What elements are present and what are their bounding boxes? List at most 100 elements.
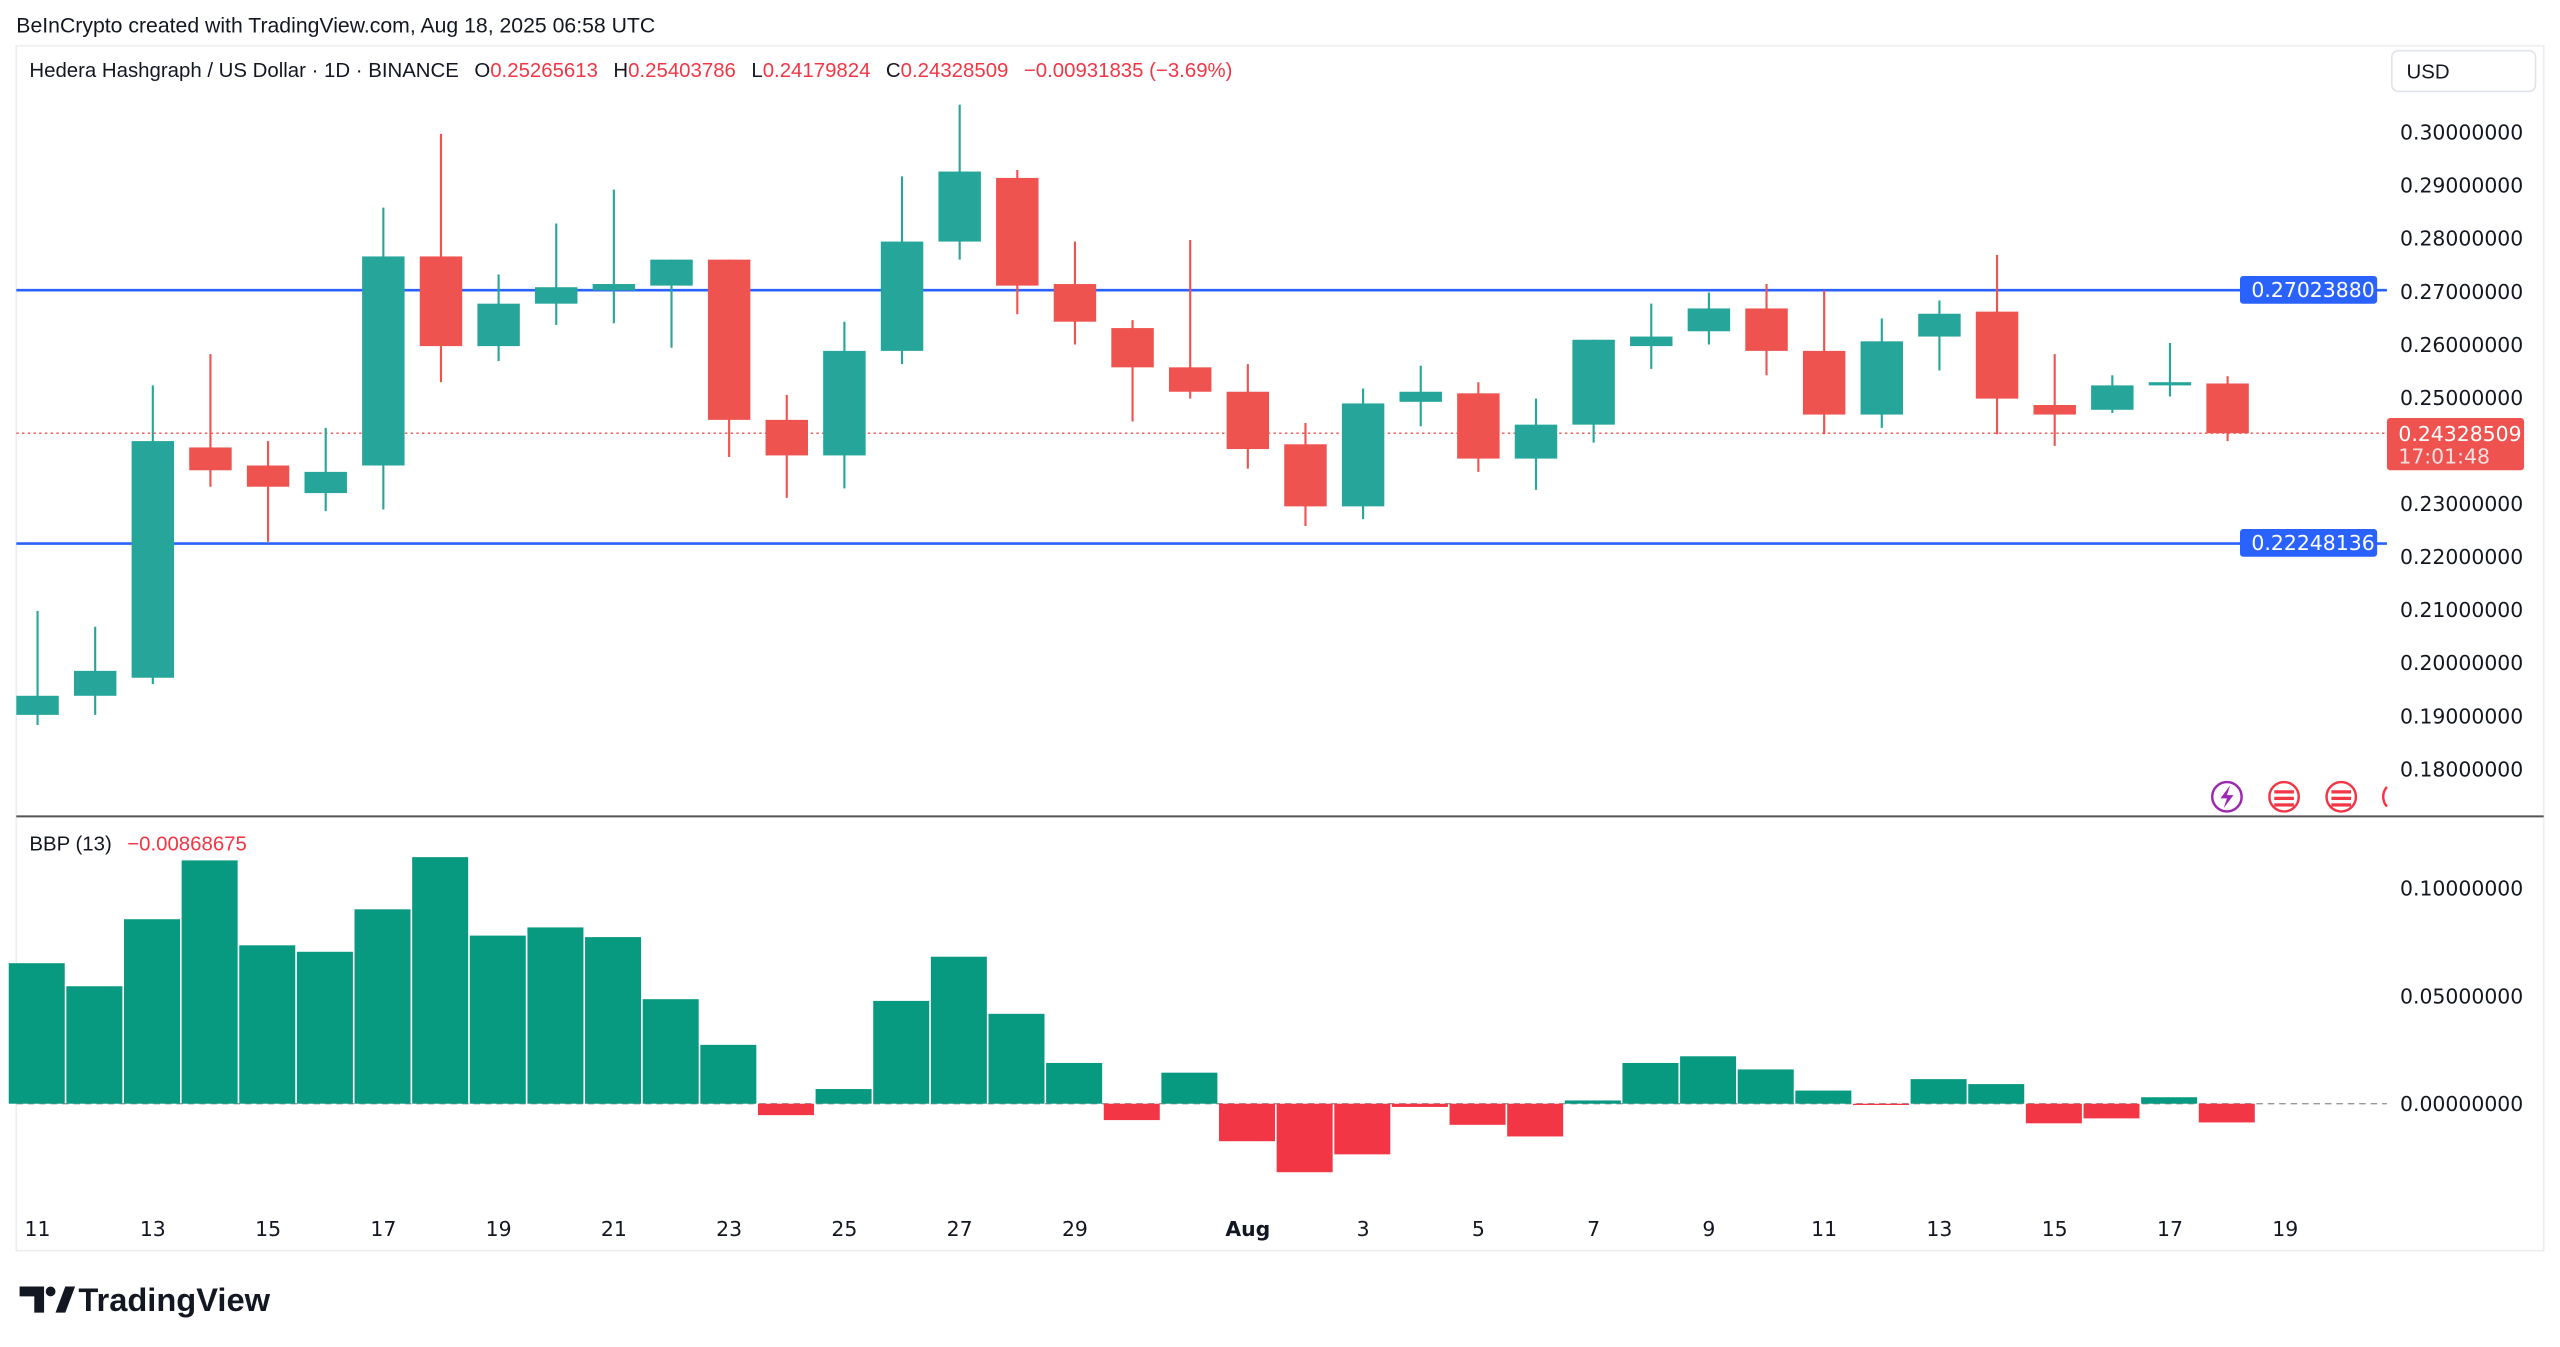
- candle[interactable]: [2091, 375, 2134, 413]
- bbp-bar[interactable]: [2025, 1103, 2082, 1124]
- candle-body: [1687, 308, 1731, 332]
- bbp-bar[interactable]: [412, 857, 469, 1104]
- candle[interactable]: [1457, 382, 1500, 472]
- candle[interactable]: [16, 610, 59, 725]
- us-flag-event-icon[interactable]: [2325, 780, 2358, 813]
- candle[interactable]: [1341, 388, 1385, 520]
- candle[interactable]: [938, 104, 981, 260]
- time-axis[interactable]: 11 13 15 17 19 21 23 25 27 29 Aug 3 5 7 9 11 13 15 17 19: [25, 1217, 2299, 1241]
- us-flag-event-icon[interactable]: [2268, 780, 2300, 813]
- candle[interactable]: [1284, 423, 1327, 526]
- bbp-bar[interactable]: [1391, 1103, 1448, 1107]
- open-value: 0.25265613: [490, 60, 598, 82]
- candle[interactable]: [131, 385, 175, 685]
- candle[interactable]: [2033, 354, 2076, 446]
- bbp-bar[interactable]: [123, 919, 180, 1104]
- bbp-bar[interactable]: [988, 1013, 1045, 1104]
- bbp-bar[interactable]: [66, 986, 123, 1104]
- bbp-bar[interactable]: [8, 963, 65, 1104]
- bbp-bar[interactable]: [239, 945, 296, 1104]
- bbp-bar[interactable]: [1564, 1100, 1621, 1104]
- bbp-bar[interactable]: [1219, 1103, 1276, 1142]
- lightning-event-icon[interactable]: [2211, 780, 2243, 813]
- bbp-bar[interactable]: [1449, 1103, 1506, 1125]
- bbp-bar[interactable]: [642, 999, 699, 1104]
- bbp-bar[interactable]: [296, 951, 353, 1104]
- bbp-axis[interactable]: 0.10000000 0.05000000 0.00000000: [2400, 877, 2523, 1117]
- bbp-bar[interactable]: [181, 860, 238, 1104]
- candle[interactable]: [996, 169, 1039, 315]
- horizontal-lines[interactable]: [16, 288, 2387, 545]
- bbp-bar[interactable]: [585, 937, 642, 1104]
- candle-body: [1860, 341, 1904, 415]
- candle-body: [1111, 328, 1154, 368]
- candle[interactable]: [1630, 303, 1673, 369]
- bbp-bar[interactable]: [1507, 1103, 1564, 1137]
- candle[interactable]: [1226, 364, 1270, 469]
- candle[interactable]: [73, 626, 117, 715]
- candle[interactable]: [189, 354, 232, 487]
- candle[interactable]: [246, 441, 290, 542]
- candle[interactable]: [1572, 339, 1615, 443]
- candle[interactable]: [1053, 241, 1097, 345]
- time-tick-label: 27: [947, 1217, 973, 1241]
- bbp-bar[interactable]: [815, 1089, 872, 1104]
- candle[interactable]: [1687, 292, 1731, 345]
- bbp-bar[interactable]: [1046, 1062, 1103, 1104]
- bar-countdown: 17:01:48: [2398, 445, 2490, 469]
- bbp-bar[interactable]: [1795, 1090, 1852, 1104]
- bbp-bar[interactable]: [2198, 1103, 2255, 1123]
- bbp-bar[interactable]: [527, 927, 584, 1104]
- candle[interactable]: [1168, 239, 1212, 399]
- candle[interactable]: [1860, 318, 1904, 428]
- bbp-bar[interactable]: [700, 1044, 757, 1104]
- candle[interactable]: [880, 176, 924, 365]
- bbp-bar[interactable]: [354, 909, 411, 1104]
- candle[interactable]: [1918, 300, 1961, 371]
- bbp-bar[interactable]: [757, 1103, 814, 1116]
- candle[interactable]: [1745, 284, 1788, 376]
- candle[interactable]: [2148, 342, 2192, 397]
- bbp-bar[interactable]: [1334, 1103, 1391, 1155]
- candle[interactable]: [707, 259, 751, 458]
- partial-event-icon[interactable]: [2382, 786, 2388, 808]
- bbp-bar[interactable]: [1968, 1084, 2025, 1104]
- bbp-bar[interactable]: [1161, 1072, 1218, 1104]
- time-tick-label: 19: [486, 1217, 512, 1241]
- bbp-bar[interactable]: [1622, 1062, 1679, 1104]
- candle[interactable]: [765, 394, 808, 498]
- bbp-bar[interactable]: [1680, 1056, 1737, 1104]
- bbp-bar[interactable]: [1737, 1069, 1794, 1104]
- candle[interactable]: [823, 321, 866, 489]
- candle[interactable]: [362, 207, 405, 510]
- bbp-bar[interactable]: [1103, 1103, 1160, 1121]
- candle[interactable]: [592, 189, 636, 324]
- bbp-bar[interactable]: [469, 935, 526, 1104]
- candle[interactable]: [1514, 398, 1558, 490]
- bbp-bar[interactable]: [2141, 1097, 2198, 1104]
- candle[interactable]: [1399, 365, 1442, 427]
- bbp-bar[interactable]: [1276, 1103, 1333, 1173]
- bbp-bar[interactable]: [2083, 1103, 2140, 1119]
- candle-body: [1514, 424, 1558, 459]
- bbp-bar[interactable]: [1910, 1079, 1967, 1104]
- candle[interactable]: [304, 427, 347, 512]
- candle[interactable]: [477, 274, 520, 361]
- candle[interactable]: [2206, 376, 2249, 442]
- bbp-bar[interactable]: [873, 1000, 930, 1104]
- candle[interactable]: [535, 223, 578, 325]
- price-tick-label: 0.23000000: [2400, 492, 2523, 516]
- candle-body: [765, 419, 808, 456]
- candle[interactable]: [419, 133, 463, 383]
- candle[interactable]: [650, 259, 693, 348]
- candle[interactable]: [1975, 254, 2019, 435]
- price-axis[interactable]: 0.30000000 0.29000000 0.28000000 0.27000000…: [2400, 121, 2523, 782]
- candle[interactable]: [1802, 290, 1846, 435]
- bbp-bar[interactable]: [1852, 1103, 1909, 1106]
- bbp-tick-label: 0.00000000: [2400, 1092, 2523, 1116]
- bbp-bar[interactable]: [930, 956, 987, 1104]
- tradingview-logo[interactable]: TradingView: [19, 1281, 271, 1318]
- currency-button[interactable]: USD: [2391, 49, 2537, 93]
- candle[interactable]: [1111, 320, 1154, 422]
- candle-body: [1745, 308, 1788, 351]
